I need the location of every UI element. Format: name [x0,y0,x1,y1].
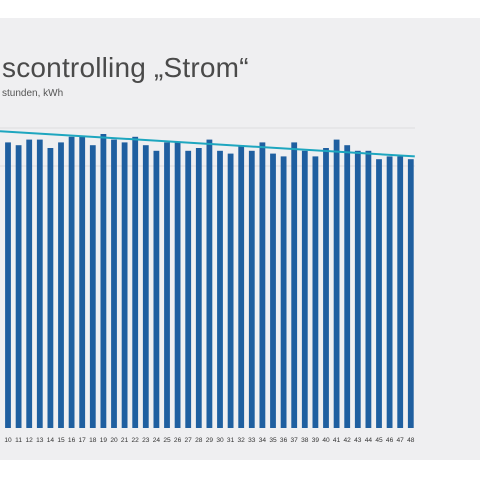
x-tick-label: 33 [248,437,256,444]
x-tick-label: 31 [227,437,235,444]
bar-24 [153,150,160,429]
x-tick-label: 38 [301,437,309,444]
x-tick-label: 36 [280,437,288,444]
x-tick-label: 45 [375,437,383,444]
x-tick-label: 47 [397,437,405,444]
bar-30 [217,150,223,429]
x-tick-label: 16 [68,437,76,444]
x-tick-label: 35 [269,437,277,444]
bar-19 [100,134,107,428]
x-tick-label: 20 [110,437,118,444]
x-tick-label: 19 [100,437,108,444]
bar-31 [227,153,234,428]
x-tick-label: 22 [132,437,140,444]
bar-44 [365,150,372,429]
trend-line-path [0,130,415,158]
x-tick-label: 28 [195,437,203,444]
bar-26 [174,142,181,428]
bar-17 [79,136,86,429]
bar-47 [397,156,404,428]
bar-21 [121,142,128,428]
bar-18 [89,145,96,428]
bar-10 [5,142,11,428]
bar-12 [26,139,33,428]
bar-43 [354,150,361,429]
x-axis-ticks: 10 11 12 13 14 15 16 17 18 19 20 21 22 23 24 25 26 27 28 29… [4,437,414,444]
x-tick-label: 17 [79,437,87,444]
bar-28 [195,148,202,428]
x-tick-label: 21 [121,437,129,444]
bar-42 [344,145,351,428]
bar-14 [47,148,54,428]
x-tick-label: 23 [142,437,150,444]
chart-title: scontrolling „Strom“ [2,52,249,83]
x-tick-label: 14 [47,437,55,444]
x-tick-label: 41 [333,437,341,444]
x-tick-label: 24 [153,437,161,444]
bar-36 [280,156,287,428]
trend-line [0,130,415,158]
bar-38 [301,150,308,429]
bar-20 [111,139,117,428]
bar-27 [185,150,192,429]
x-tick-label: 26 [174,437,182,444]
x-tick-label: 42 [344,437,352,444]
x-tick-label: 44 [365,437,373,444]
bar-15 [58,142,64,428]
bar-25 [164,142,170,428]
x-tick-label: 27 [185,437,193,444]
x-tick-label: 37 [291,437,299,444]
x-tick-label: 43 [354,437,362,444]
bar-13 [36,139,43,428]
x-tick-label: 34 [259,437,267,444]
chart-subtitle: stunden, kWh [2,88,64,99]
bar-46 [386,156,393,428]
x-tick-label: 39 [312,437,320,444]
bar-41 [333,139,340,428]
x-tick-label: 18 [89,437,97,444]
bars [5,134,414,429]
bar-48 [407,159,414,428]
bar-22 [132,136,139,429]
bar-23 [142,145,149,428]
bar-39 [312,156,319,428]
x-tick-label: 29 [206,437,214,444]
x-tick-label: 25 [163,437,171,444]
x-tick-label: 12 [26,437,34,444]
x-tick-label: 13 [36,437,44,444]
x-tick-label: 48 [407,437,415,444]
x-tick-label: 46 [386,437,394,444]
bar-11 [15,145,22,428]
bar-29 [206,139,213,428]
bar-34 [259,142,266,428]
bar-45 [376,159,382,428]
bar-33 [248,150,255,429]
x-tick-label: 30 [216,437,224,444]
x-tick-label: 10 [4,437,12,444]
x-tick-label: 15 [57,437,65,444]
x-tick-label: 11 [15,437,22,444]
bar-37 [291,142,298,428]
bar-35 [270,153,276,428]
x-tick-label: 40 [322,437,330,444]
bar-16 [68,136,75,429]
bar-32 [238,145,245,428]
x-tick-label: 32 [238,437,246,444]
bar-40 [323,148,329,428]
